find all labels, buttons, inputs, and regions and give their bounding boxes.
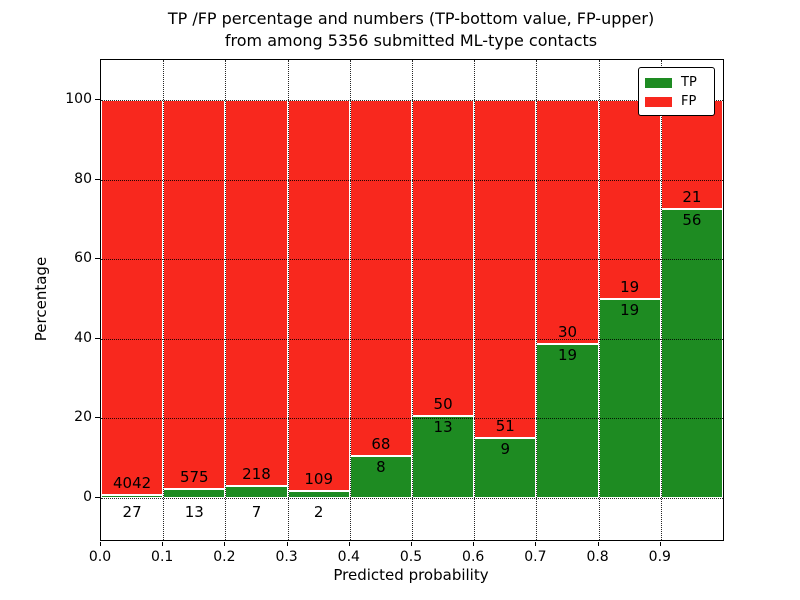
bar-segment-fp	[598, 100, 661, 299]
tp-count-label: 13	[433, 417, 453, 436]
legend-item-tp: TP	[645, 73, 714, 92]
bar-segment-tp	[598, 299, 661, 498]
x-tick-mark	[659, 542, 661, 546]
x-tick-mark	[286, 542, 288, 546]
tp-count-label: 9	[500, 440, 511, 459]
tp-count-label: 19	[557, 345, 578, 364]
y-tick-label: 0	[83, 489, 92, 505]
fp-count-label: 109	[304, 469, 333, 488]
bar-segment-fp	[412, 100, 475, 416]
fp-count-label: 51	[495, 417, 515, 436]
bar-segment-fp	[349, 100, 412, 457]
x-tick-mark	[224, 542, 226, 546]
x-tick-label: 0.4	[337, 549, 360, 565]
legend-item-fp: FP	[645, 92, 714, 111]
gridline-vertical	[412, 60, 413, 540]
gridline-vertical	[536, 60, 538, 540]
y-tick-mark	[95, 99, 100, 100]
bar-segment-tp	[101, 495, 164, 498]
tp-count-label: 19	[620, 301, 640, 319]
x-tick-mark	[100, 542, 101, 546]
bar-segment-fp	[163, 100, 226, 490]
y-tick-label: 20	[74, 409, 92, 426]
fp-count-label: 575	[179, 468, 209, 487]
tp-count-label: 7	[251, 503, 262, 521]
fp-count-label: 19	[620, 278, 640, 296]
y-tick-mark	[95, 178, 100, 180]
x-tick-mark	[473, 542, 475, 546]
x-tick-mark	[162, 542, 164, 546]
bar-segment-tp	[536, 343, 599, 498]
y-tick-mark	[95, 337, 100, 339]
bar-segment-tp	[660, 208, 723, 498]
y-tick-label: 40	[74, 329, 92, 346]
gridline-vertical	[474, 60, 476, 540]
y-tick-label: 80	[74, 170, 92, 187]
tp-color-swatch	[645, 77, 672, 88]
bar-segment-fp	[101, 100, 164, 496]
y-tick-mark	[95, 497, 100, 498]
x-tick-label: 0.1	[151, 549, 174, 565]
fp-color-swatch	[645, 96, 672, 107]
x-tick-label: 0.7	[524, 549, 547, 565]
gridline-vertical	[225, 60, 227, 540]
x-tick-mark	[348, 542, 350, 546]
x-tick-label: 0.8	[586, 549, 609, 565]
plot-area: TP FP 4042 27 575 13 218 7 109 2 68 8 50 13 51 9 30 19 19…	[100, 59, 724, 541]
y-tick-mark	[95, 417, 100, 419]
fp-count-label: 50	[433, 394, 453, 413]
chart-title-line2: from among 5356 submitted ML-type contac…	[224, 31, 598, 50]
x-tick-mark	[411, 542, 412, 546]
x-tick-label: 0.2	[213, 549, 236, 565]
x-tick-mark	[597, 542, 599, 546]
legend: TP FP	[638, 67, 715, 116]
bar-segment-fp	[474, 100, 537, 439]
x-tick-label: 0.6	[462, 549, 485, 565]
gridline-vertical	[163, 60, 165, 540]
x-axis-label: Predicted probability	[333, 566, 489, 584]
legend-label: TP	[681, 75, 697, 90]
tp-count-label: 2	[313, 503, 324, 521]
fp-count-label: 4042	[113, 474, 152, 493]
gridline-vertical	[287, 60, 289, 540]
fp-count-label: 30	[557, 322, 578, 341]
bar-segment-tp	[225, 485, 288, 498]
fp-count-label: 68	[371, 435, 391, 454]
fp-count-label: 218	[242, 464, 271, 483]
bar-segment-tp	[163, 489, 226, 498]
tp-count-label: 56	[682, 210, 702, 229]
tp-count-label: 27	[122, 503, 142, 521]
x-tick-label: 0.5	[399, 549, 423, 565]
gridline-vertical	[349, 60, 351, 540]
y-tick-label: 100	[65, 91, 92, 107]
y-axis-label: Percentage	[32, 256, 50, 342]
tp-count-label: 13	[184, 503, 204, 521]
bar-segment-fp	[225, 100, 288, 486]
bar-segment-fp	[536, 100, 599, 344]
bar-segment-fp	[287, 100, 350, 491]
chart-title-line1: TP /FP percentage and numbers (TP-bottom…	[167, 9, 655, 28]
gridline-vertical	[660, 60, 662, 540]
bar-segment-tp	[287, 490, 350, 498]
legend-label: FP	[681, 94, 697, 109]
x-tick-label: 0.3	[275, 549, 298, 565]
x-tick-label: 0.0	[88, 549, 112, 565]
bar-segment-fp	[660, 100, 723, 209]
bar-segment-tp	[474, 438, 537, 498]
tp-count-label: 8	[376, 458, 386, 477]
gridline-vertical	[598, 60, 600, 540]
x-tick-mark	[535, 542, 537, 546]
x-tick-label: 0.9	[648, 549, 671, 565]
fp-count-label: 21	[682, 187, 702, 206]
y-tick-mark	[95, 258, 100, 260]
bar-segment-tp	[349, 456, 412, 498]
chart-title: TP /FP percentage and numbers (TP-bottom…	[100, 8, 722, 52]
y-tick-label: 60	[74, 250, 92, 267]
